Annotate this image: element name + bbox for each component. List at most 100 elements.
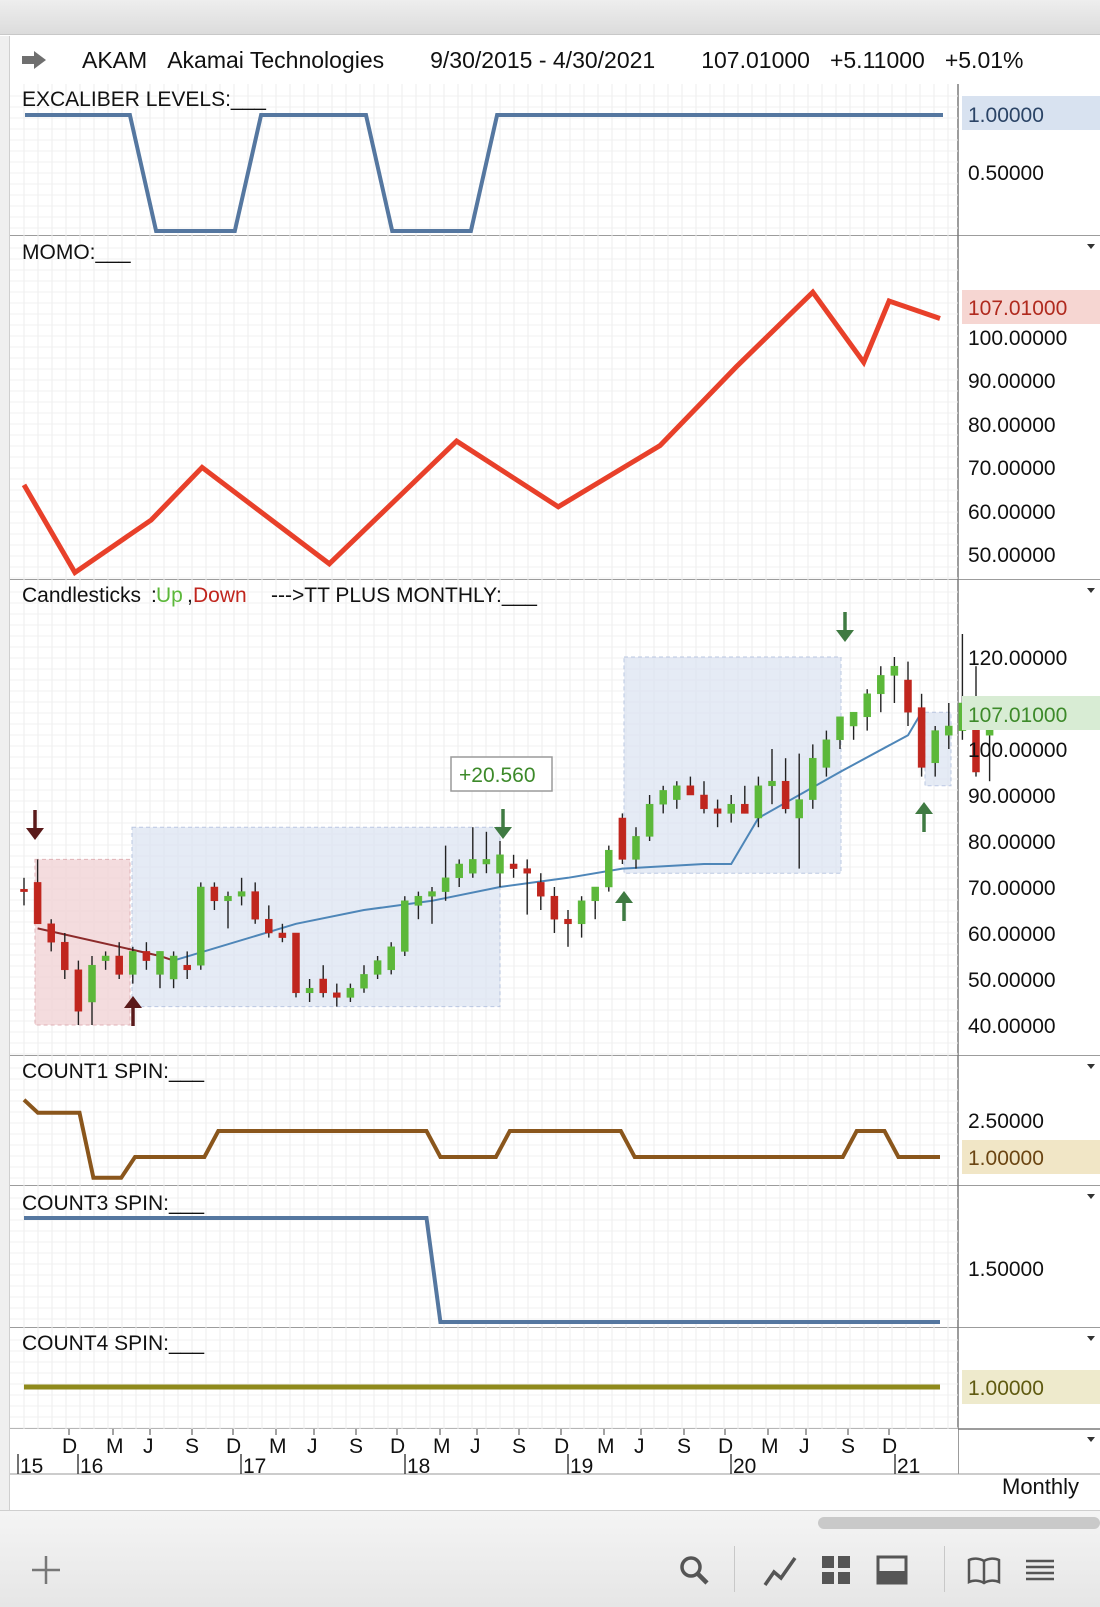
x-year-label: 20 <box>733 1455 756 1478</box>
candle <box>509 854 518 878</box>
candle <box>20 877 28 906</box>
panel-label-candles: Candlesticks <box>22 584 141 607</box>
x-axis-background <box>10 1429 958 1474</box>
candle-body <box>768 780 776 787</box>
price-change-percent: +5.01% <box>944 46 1024 73</box>
toolbar-separator <box>734 1546 735 1592</box>
candle-body <box>564 918 572 925</box>
candle-body <box>577 900 586 925</box>
candle-body <box>849 711 858 727</box>
chart-canvas[interactable]: EXCALIBER LEVELS:___ 1.00000 0.50000 MOMO:_… <box>10 84 1100 1510</box>
legend-down: Down <box>193 584 247 607</box>
draw-icon[interactable] <box>762 1552 798 1588</box>
candle <box>469 827 477 878</box>
tick-label: 80.00000 <box>968 831 1056 854</box>
toolbar-separator <box>944 1546 945 1592</box>
candle-body <box>101 955 110 961</box>
x-year-label: 18 <box>407 1455 430 1478</box>
candle <box>659 785 667 814</box>
panel-icon[interactable] <box>874 1552 910 1588</box>
period-label: Monthly <box>1002 1474 1080 1499</box>
candle <box>210 882 219 910</box>
legend-up: Up <box>156 584 183 607</box>
candle-body <box>142 951 151 961</box>
candle <box>713 799 722 828</box>
candle-body <box>482 859 491 865</box>
last-value-label: 107.01000 <box>968 297 1067 320</box>
x-month-label: J <box>307 1435 318 1458</box>
x-month-label: D <box>226 1435 241 1458</box>
tick-label: 60.00000 <box>968 923 1056 946</box>
chevron-down-icon <box>1087 588 1095 593</box>
candle <box>768 749 776 805</box>
company-name: Akamai Technologies <box>167 46 385 73</box>
plus-icon[interactable] <box>28 1552 64 1588</box>
candle-body <box>591 886 599 902</box>
candle-body <box>509 863 518 869</box>
candle-body <box>822 739 831 768</box>
grid-icon[interactable] <box>818 1552 854 1588</box>
horizontal-scrollbar[interactable] <box>818 1517 1100 1529</box>
left-edge <box>0 36 10 1510</box>
candle-body <box>251 891 259 920</box>
candle <box>577 896 586 938</box>
candle <box>564 910 572 947</box>
candle <box>115 942 123 979</box>
arrow-right-icon[interactable] <box>20 50 48 70</box>
panel-label-count1: COUNT1 SPIN:___ <box>22 1060 204 1083</box>
candle-body <box>47 923 55 943</box>
candle <box>455 859 463 887</box>
candle <box>387 942 395 975</box>
candle <box>265 905 273 938</box>
candle <box>741 785 749 814</box>
candle <box>278 923 287 943</box>
x-month-label: M <box>269 1435 287 1458</box>
chevron-down-icon <box>1087 1194 1095 1199</box>
candle <box>849 711 858 740</box>
candle <box>61 933 69 979</box>
chevron-down-icon <box>1087 1437 1095 1442</box>
candle <box>414 891 423 920</box>
candle <box>917 693 926 777</box>
candle <box>618 813 627 864</box>
book-icon[interactable] <box>966 1552 1002 1588</box>
candle-body <box>931 730 939 764</box>
menu-icon[interactable] <box>1022 1552 1058 1588</box>
price-change: +5.11000 <box>829 46 925 73</box>
candle <box>945 703 953 749</box>
gain-annotation: +20.560 <box>459 764 536 787</box>
signal-arrow-up-icon <box>615 891 633 921</box>
candle <box>237 877 246 906</box>
candle-body <box>373 960 382 975</box>
count3-line <box>24 1216 940 1324</box>
candle-body <box>645 803 654 837</box>
momo-line <box>21 288 941 577</box>
x-month-label: M <box>106 1435 124 1458</box>
last-value-label: 1.00000 <box>968 1377 1044 1400</box>
candle <box>931 726 939 777</box>
tick-label: 1.00000 <box>968 104 1044 127</box>
candle-body <box>496 854 504 874</box>
tick-label: 70.00000 <box>968 877 1056 900</box>
signal-arrow-down-icon <box>494 809 512 839</box>
candle-body <box>741 803 749 814</box>
candle-body <box>890 665 899 676</box>
candle-body <box>809 757 817 800</box>
label-separator: : <box>151 584 157 607</box>
search-icon[interactable] <box>676 1552 712 1588</box>
last-value-box <box>962 290 1100 324</box>
tick-label: 100.00000 <box>968 327 1067 350</box>
tt-plus-line-up <box>173 711 923 962</box>
x-month-label: D <box>554 1435 569 1458</box>
x-month-label: D <box>882 1435 897 1458</box>
x-month-label: S <box>185 1435 199 1458</box>
window-title-bar <box>0 0 1100 35</box>
candle-body <box>88 964 96 1003</box>
candle-body <box>537 882 545 897</box>
candle-body <box>836 716 844 741</box>
candle <box>319 965 327 998</box>
period-select[interactable]: Monthly <box>984 1470 1100 1504</box>
panel-label-momo: MOMO:___ <box>22 241 131 264</box>
tick-label: 90.00000 <box>968 785 1056 808</box>
tick-label: 0.50000 <box>968 162 1044 185</box>
